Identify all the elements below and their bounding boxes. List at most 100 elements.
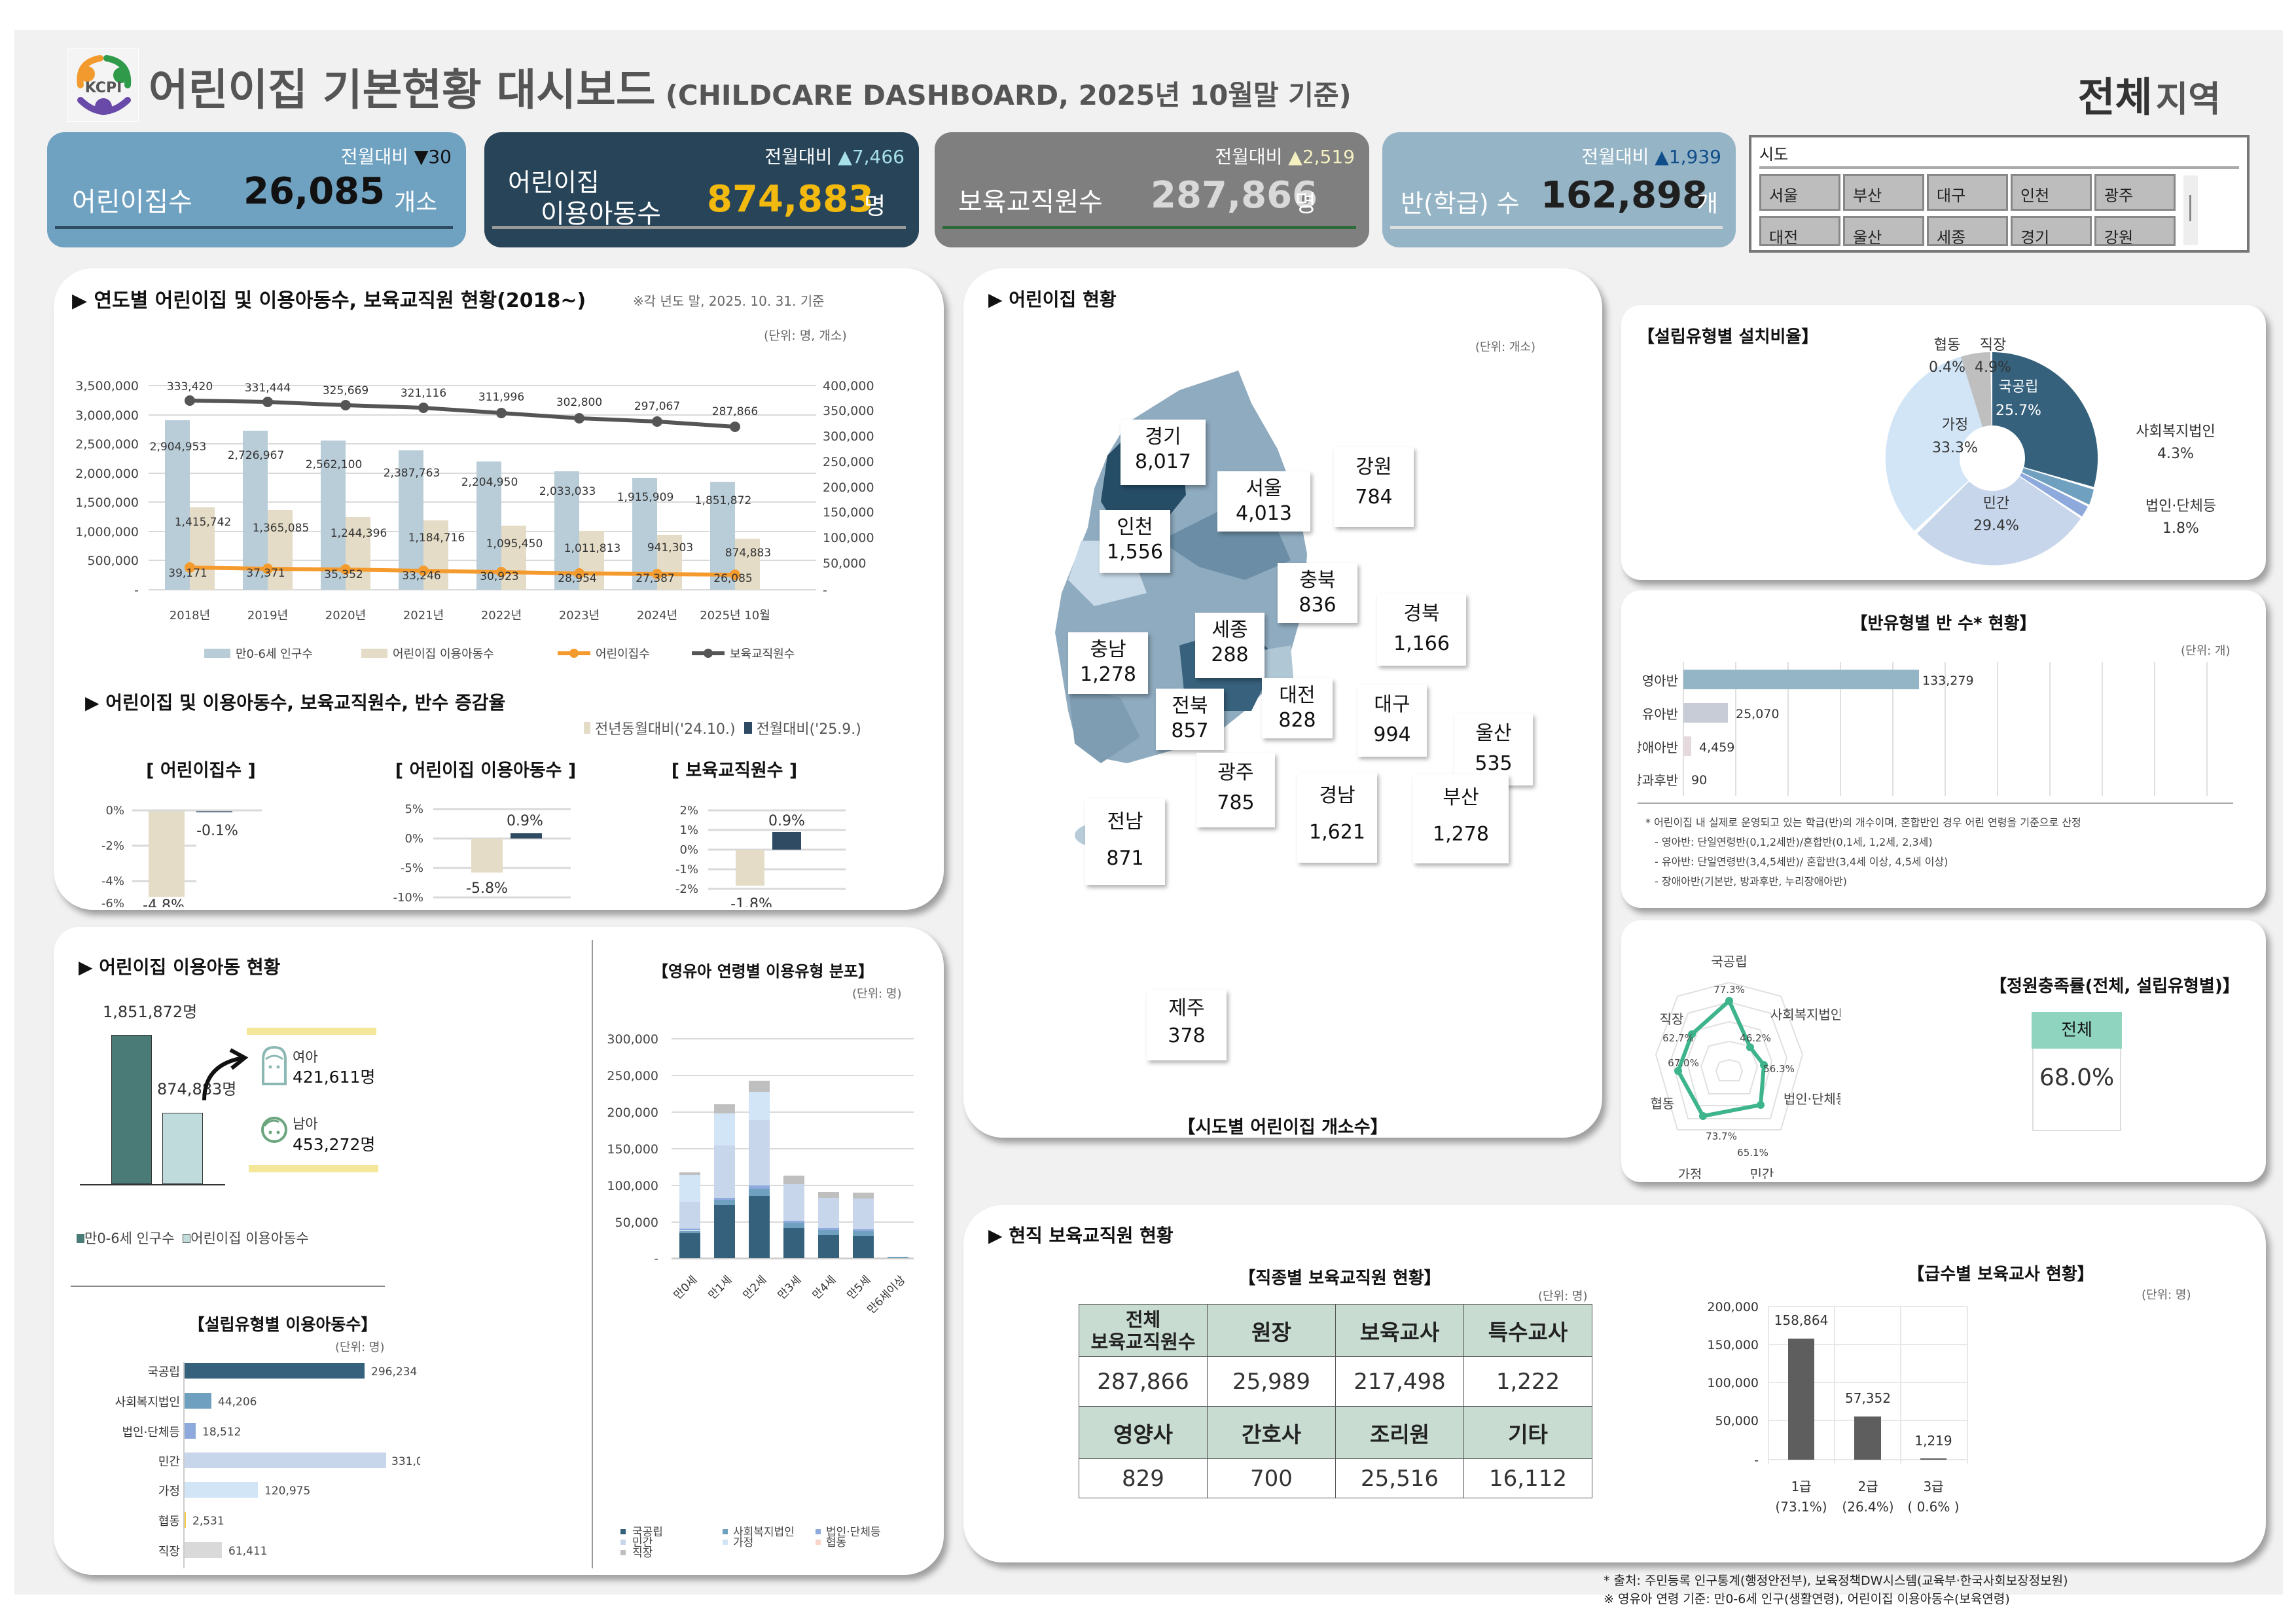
map-label-gwangju: 광주 785 <box>1196 753 1275 827</box>
region-selected: 전체 <box>2077 73 2153 121</box>
svg-text:1,365,085: 1,365,085 <box>253 522 310 535</box>
svg-text:사회복지법인: 사회복지법인 <box>2136 424 2215 440</box>
svg-text:가정: 가정 <box>733 1536 753 1549</box>
svg-text:국공립: 국공립 <box>147 1365 180 1379</box>
svg-text:133,279: 133,279 <box>1922 674 1974 688</box>
region-filter-scrollbar[interactable] <box>2183 175 2198 245</box>
svg-text:35,352: 35,352 <box>324 568 363 581</box>
boy-count: 453,272명 <box>293 1135 376 1154</box>
region-chip-daegu[interactable]: 대구 <box>1927 174 2008 211</box>
region-chip-daejeon[interactable]: 대전 <box>1759 216 1840 247</box>
svg-text:-: - <box>1754 1453 1759 1468</box>
svg-text:2023년: 2023년 <box>559 609 600 623</box>
svg-text:보육교직원수: 보육교직원수 <box>730 647 795 661</box>
svg-text:1,851,872: 1,851,872 <box>695 494 752 507</box>
svg-text:민간: 민간 <box>1750 1166 1774 1179</box>
svg-text:만0-6세 인구수: 만0-6세 인구수 <box>236 647 313 661</box>
children-status-title: ▶ 어린이집 이용아동 현황 <box>79 956 281 978</box>
svg-text:941,303: 941,303 <box>647 541 693 554</box>
svg-text:3,500,000: 3,500,000 <box>75 379 139 393</box>
kpi-daycare-count: 전월대비 ▼30 어린이집수 26,085 개소 <box>47 132 466 247</box>
svg-text:유아반: 유아반 <box>1642 706 1678 722</box>
svg-text:1,000,000: 1,000,000 <box>75 525 139 539</box>
svg-text:가정: 가정 <box>1942 417 1968 433</box>
map-label-gangwon: 강원 784 <box>1334 447 1414 527</box>
svg-text:874,883: 874,883 <box>725 547 771 560</box>
map-unit: (단위: 개소) <box>1475 340 1536 354</box>
svg-text:1,184,716: 1,184,716 <box>408 532 465 545</box>
svg-text:27,387: 27,387 <box>636 572 674 585</box>
grade-chart-title: 【급수별 보육교사 현황】 <box>1907 1265 2094 1284</box>
up-arrow-icon: ▲ <box>838 146 852 168</box>
svg-text:-: - <box>654 1252 658 1266</box>
svg-text:0%: 0% <box>105 804 124 818</box>
class-type-title: 【반유형별 반 수* 현황】 <box>1850 614 2037 634</box>
svg-text:4.9%: 4.9% <box>1975 359 2011 376</box>
svg-text:150,000: 150,000 <box>823 505 874 520</box>
svg-text:[ 어린이집수 ]: [ 어린이집수 ] <box>146 761 256 781</box>
svg-text:만3세: 만3세 <box>776 1273 804 1302</box>
region-chip-gangwon[interactable]: 강원 <box>2094 216 2176 247</box>
region-chip-sejong[interactable]: 세종 <box>1927 216 2008 247</box>
svg-text:1.8%: 1.8% <box>2162 520 2199 537</box>
map-label-chungbuk: 충북 836 <box>1278 563 1357 623</box>
svg-text:2,387,763: 2,387,763 <box>384 467 440 480</box>
svg-text:2018년: 2018년 <box>170 609 210 623</box>
map-label-gyeongbuk: 경북 1,166 <box>1377 594 1466 666</box>
svg-text:350,000: 350,000 <box>823 404 874 418</box>
svg-text:-5%: -5% <box>401 861 423 875</box>
svg-text:영아반: 영아반 <box>1642 673 1678 689</box>
annual-combo-chart: 3,500,000 3,000,000 2,500,000 2,000,000 1,… <box>75 379 874 661</box>
svg-text:100,000: 100,000 <box>1707 1376 1759 1390</box>
region-chip-seoul[interactable]: 서울 <box>1759 174 1840 211</box>
svg-text:법인·단체등: 법인·단체등 <box>826 1526 881 1539</box>
class-type-card <box>1621 590 2266 908</box>
map-label-jeju: 제주 378 <box>1147 990 1227 1060</box>
kpi-enrolled-children: 전월대비 ▲7,466 어린이집 이용아동수 874,883 명 <box>484 132 919 247</box>
svg-text:25,070: 25,070 <box>1736 707 1779 721</box>
svg-text:287,866: 287,866 <box>712 405 758 418</box>
table-row: 전체 보육교직원수 원장 보육교사 특수교사 <box>1079 1304 1592 1357</box>
svg-text:5%: 5% <box>404 803 423 816</box>
svg-text:2020년: 2020년 <box>325 609 366 623</box>
svg-text:-2%: -2% <box>101 839 124 853</box>
svg-text:65.1%: 65.1% <box>1737 1147 1768 1159</box>
teacher-grade-bar-chart: 200,000 150,000 100,000 50,000 - 158,864 5… <box>1707 1300 1968 1515</box>
svg-text:39,171: 39,171 <box>168 567 207 580</box>
region-chip-ulsan[interactable]: 울산 <box>1843 216 1924 247</box>
svg-text:150,000: 150,000 <box>607 1142 658 1157</box>
kpi-staff-count: 전월대비 ▲2,519 보육교직원수 287,866 명 <box>935 132 1369 247</box>
svg-text:-2%: -2% <box>675 882 698 896</box>
map-label-gyeonggi: 경기 8,017 <box>1121 420 1206 485</box>
svg-text:협동: 협동 <box>826 1536 846 1549</box>
change-rate-title: ▶ 어린이집 및 이용아동수, 보육교직원수, 반수 증감율 <box>85 692 506 713</box>
svg-text:1,095,450: 1,095,450 <box>486 537 543 550</box>
svg-text:100,000: 100,000 <box>823 531 874 545</box>
map-label-ulsan: 울산 535 <box>1454 713 1533 785</box>
svg-text:협동: 협동 <box>158 1515 180 1528</box>
svg-text:77.3%: 77.3% <box>1713 984 1745 996</box>
region-chip-incheon[interactable]: 인천 <box>2011 174 2092 211</box>
svg-text:333,420: 333,420 <box>167 380 213 393</box>
svg-text:61,411: 61,411 <box>228 1545 267 1558</box>
svg-text:가정: 가정 <box>1678 1166 1702 1179</box>
svg-text:46.2%: 46.2% <box>1740 1032 1771 1044</box>
svg-text:18,512: 18,512 <box>202 1426 241 1439</box>
svg-text:3,000,000: 3,000,000 <box>75 408 139 423</box>
svg-text:120,975: 120,975 <box>264 1485 310 1498</box>
region-chip-gwangju[interactable]: 광주 <box>2094 174 2176 211</box>
population-value: 1,851,872명 <box>103 1003 198 1021</box>
svg-text:-4%: -4% <box>101 875 124 888</box>
svg-text:법인·단체등: 법인·단체등 <box>1784 1091 1840 1107</box>
region-chip-gyeonggi[interactable]: 경기 <box>2011 216 2092 247</box>
svg-text:-6%: -6% <box>101 897 124 907</box>
region-chip-busan[interactable]: 부산 <box>1843 174 1924 211</box>
svg-text:직장: 직장 <box>158 1545 180 1559</box>
svg-text:158,864: 158,864 <box>1774 1312 1829 1328</box>
svg-text:2,000,000: 2,000,000 <box>75 467 139 481</box>
svg-text:1%: 1% <box>679 823 698 837</box>
svg-text:4,459: 4,459 <box>1699 740 1734 755</box>
svg-text:44,206: 44,206 <box>218 1396 257 1409</box>
svg-text:협동: 협동 <box>1651 1096 1675 1111</box>
